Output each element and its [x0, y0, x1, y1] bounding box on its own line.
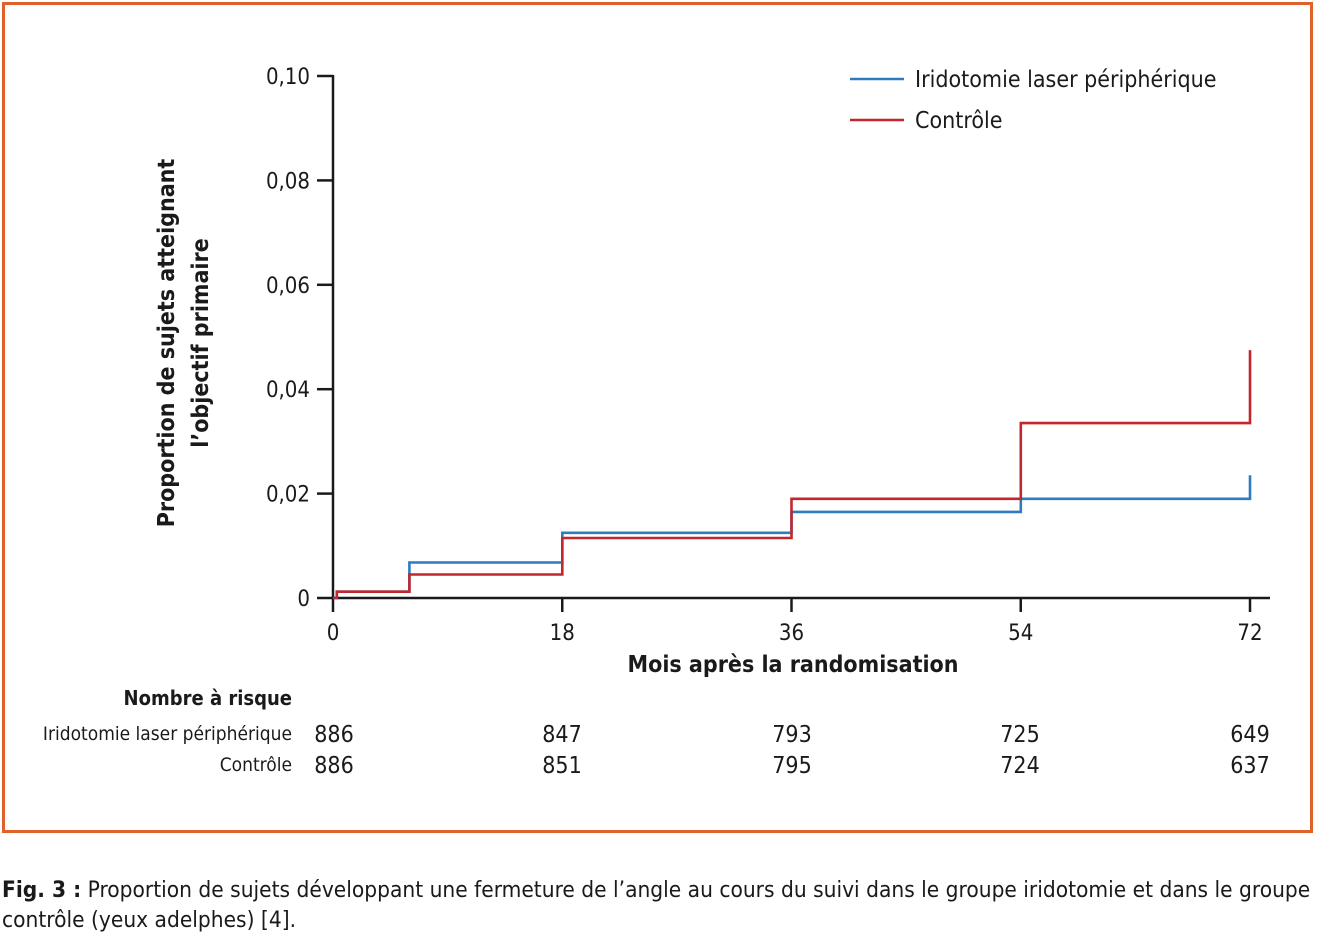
series-line-controle: [333, 350, 1252, 600]
chart-legend: Iridotomie laser périphérique Contrôle: [850, 67, 1217, 134]
y-tick-label: 0,10: [266, 65, 310, 90]
at-risk-value: 851: [542, 753, 582, 779]
x-tick-label: 0: [327, 621, 340, 646]
y-tick-label: 0,04: [266, 378, 310, 403]
figure-caption: Fig. 3 : Proportion de sujets développan…: [2, 875, 1318, 935]
at-risk-value: 847: [542, 722, 582, 748]
at-risk-value: 649: [1230, 722, 1270, 748]
at-risk-value: 886: [314, 722, 354, 748]
y-tick-label: 0,08: [266, 169, 310, 194]
figure-frame: [2, 2, 1313, 833]
at-risk-row-label: Iridotomie laser périphérique: [43, 723, 292, 745]
y-axis-title-line2: l’objectif primaire: [188, 238, 214, 448]
legend-label: Iridotomie laser périphérique: [915, 67, 1217, 93]
at-risk-table: Nombre à risque Iridotomie laser périphé…: [43, 686, 1270, 779]
y-tick-label: 0: [297, 587, 310, 612]
at-risk-title: Nombre à risque: [124, 686, 292, 710]
at-risk-value: 724: [1000, 753, 1040, 779]
caption-text: Proportion de sujets développant une fer…: [2, 877, 1311, 933]
chart-svg: 0 0,02 0,04 0,06 0,08 0,10 0 18 36 54 72 Iridotomi…: [43, 65, 1270, 779]
chart-series: [333, 350, 1252, 600]
chart-labels: Proportion de sujets atteignant l’object…: [154, 159, 959, 678]
legend-label: Contrôle: [915, 108, 1002, 134]
at-risk-row-label: Contrôle: [220, 754, 292, 776]
y-axis-title-line1: Proportion de sujets atteignant: [154, 159, 180, 528]
at-risk-value: 637: [1230, 753, 1270, 779]
at-risk-value: 793: [772, 722, 812, 748]
x-tick-label: 72: [1237, 621, 1262, 646]
caption-label: Fig. 3 :: [2, 877, 82, 903]
x-axis-title: Mois après la randomisation: [628, 652, 959, 678]
x-tick-label: 18: [550, 621, 575, 646]
at-risk-value: 795: [772, 753, 812, 779]
at-risk-value: 886: [314, 753, 354, 779]
y-tick-label: 0,06: [266, 274, 310, 299]
x-tick-label: 54: [1008, 621, 1033, 646]
x-tick-label: 36: [779, 621, 804, 646]
chart-axes: 0 0,02 0,04 0,06 0,08 0,10 0 18 36 54 72: [266, 65, 1270, 646]
at-risk-value: 725: [1000, 722, 1040, 748]
y-tick-label: 0,02: [266, 483, 310, 508]
